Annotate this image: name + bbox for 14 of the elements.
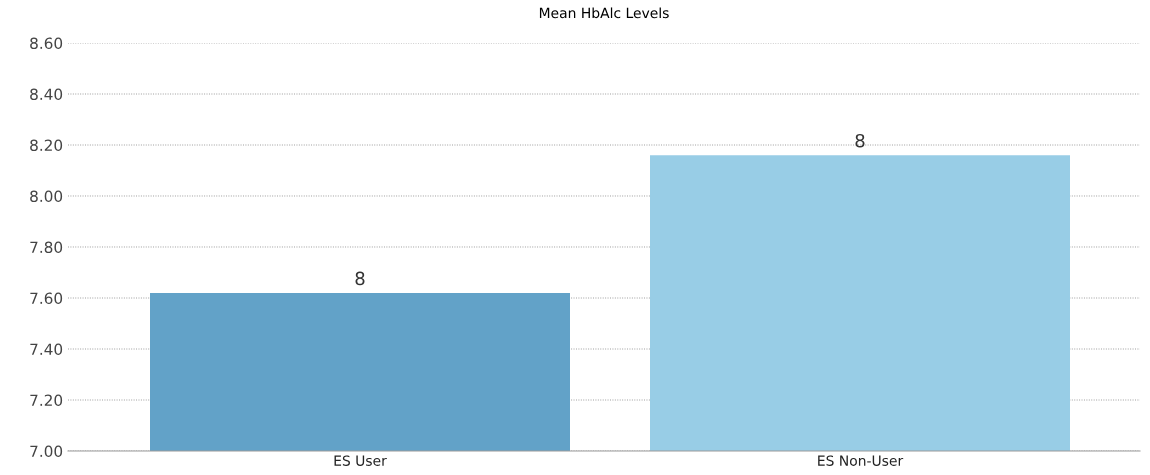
y-tick-label: 7.20 xyxy=(30,394,63,407)
y-tick-label: 8.60 xyxy=(30,37,63,50)
y-tick-label: 7.60 xyxy=(30,292,63,305)
y-tick-label: 7.00 xyxy=(30,445,63,458)
y-tick-label: 7.40 xyxy=(30,343,63,356)
data-label: 8 xyxy=(355,271,365,286)
data-label: 8 xyxy=(855,133,865,148)
y-tick-label: 7.80 xyxy=(30,241,63,254)
x-tick-label: ES Non-User xyxy=(818,455,904,466)
x-tick-label: ES User xyxy=(334,455,387,466)
y-tick-label: 8.20 xyxy=(30,139,63,152)
y-tick-label: 8.40 xyxy=(30,88,63,101)
chart-title: Mean HbAlc Levels xyxy=(539,7,669,19)
y-tick-label: 8.00 xyxy=(30,190,63,203)
